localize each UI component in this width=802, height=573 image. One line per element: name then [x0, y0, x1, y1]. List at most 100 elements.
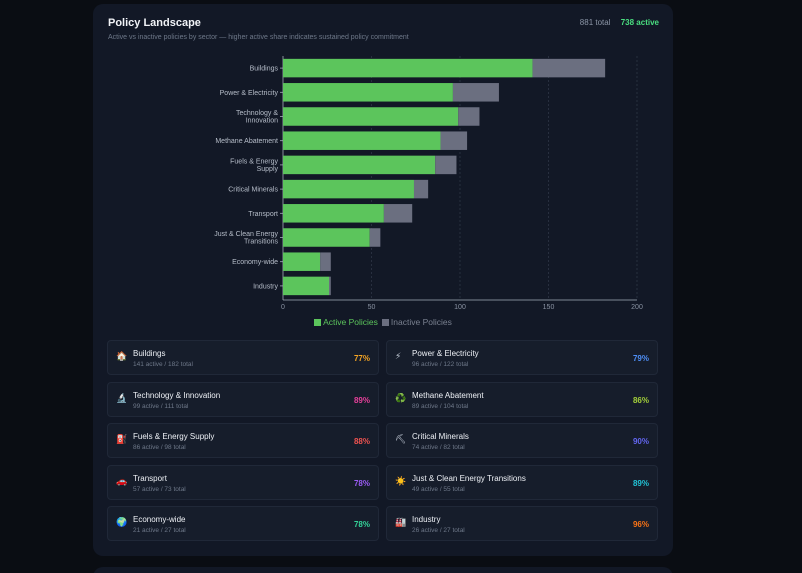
- sector-stats: 49 active / 55 total: [412, 485, 465, 493]
- active-share-percent: 88%: [353, 437, 370, 446]
- sector-stats: 89 active / 104 total: [412, 402, 469, 410]
- sector-tile[interactable]: ⛽ Fuels & Energy Supply 86 active / 98 tot…: [107, 423, 379, 458]
- category-label: Critical Minerals: [228, 187, 278, 194]
- active-share-percent: 77%: [353, 354, 370, 363]
- active-share-percent: 79%: [632, 354, 649, 363]
- sector-stats: 26 active / 27 total: [412, 527, 465, 534]
- policy-landscape-card: Policy Landscape Active vs inactive poli…: [93, 4, 673, 556]
- total-count: 881 total: [579, 18, 611, 27]
- sector-name: Buildings: [133, 349, 166, 358]
- totals: 881 total 738 active: [580, 18, 659, 27]
- x-tick-label: 200: [631, 304, 643, 311]
- bar-active: [283, 131, 441, 150]
- card-subtitle: Active vs inactive policies by sector — …: [108, 34, 409, 41]
- pickaxe-icon: ⛏: [395, 434, 407, 444]
- bar-inactive: [458, 107, 480, 126]
- house-icon: 🏠: [116, 351, 128, 361]
- bar-active: [283, 107, 459, 126]
- sector-tile[interactable]: 🌍 Economy-wide 21 active / 27 total 78%: [107, 506, 379, 541]
- x-tick-label: 50: [368, 304, 376, 311]
- sector-tile[interactable]: 🔬 Technology & Innovation 99 active / 111 …: [107, 381, 379, 417]
- sector-name: Fuels & Energy Supply: [133, 432, 215, 441]
- bar-active: [283, 228, 370, 247]
- category-label: Power & Electricity: [220, 90, 279, 97]
- sector-stats: 21 active / 27 total: [133, 527, 186, 534]
- active-share-percent: 78%: [353, 520, 370, 529]
- bar-inactive: [452, 83, 499, 102]
- category-label: Fuels & Energy Supply: [230, 158, 278, 173]
- sector-name: Economy-wide: [133, 515, 186, 524]
- sector-name: Just & Clean Energy Transitions: [412, 473, 526, 483]
- sector-tile[interactable]: ⛏ Critical Minerals 74 active / 82 total 90…: [386, 423, 658, 458]
- recycle-icon: ♻️: [395, 392, 407, 403]
- chart-legend: Active Policies Inactive Policies: [93, 317, 673, 328]
- sector-tile[interactable]: ⚡ Power & Electricity 96 active / 122 tota…: [386, 340, 658, 375]
- sector-stats: 99 active / 111 total: [133, 402, 189, 410]
- active-share-percent: 89%: [353, 395, 370, 405]
- bar-inactive: [329, 276, 331, 296]
- bar-active: [283, 204, 384, 223]
- sector-name: Transport: [133, 473, 167, 483]
- bar-inactive: [435, 155, 457, 175]
- car-icon: 🚗: [116, 475, 128, 486]
- bar-active: [283, 252, 321, 271]
- legend-swatch: [381, 318, 389, 326]
- bar-active: [283, 155, 436, 175]
- bar-inactive: [532, 58, 606, 78]
- x-tick-label: 100: [454, 304, 466, 311]
- bar-inactive: [369, 228, 381, 247]
- bar-chart: 0 50 100 150 200 Buildings Power & Electricity…: [214, 56, 643, 311]
- category-label: Industry: [253, 283, 278, 290]
- legend-item[interactable]: Inactive Policies: [381, 317, 452, 327]
- sector-name: Methane Abatement: [412, 390, 484, 400]
- sector-stats: 141 active / 182 total: [133, 361, 193, 368]
- bar-inactive: [413, 179, 429, 199]
- category-label: Buildings: [250, 66, 279, 73]
- sector-name: Technology & Innovation: [133, 390, 221, 400]
- bar-inactive: [320, 252, 331, 271]
- card-title: Policy Landscape: [108, 17, 201, 29]
- category-label: Transport: [248, 211, 278, 218]
- bar-inactive: [440, 131, 468, 150]
- legend-label: Inactive Policies: [390, 317, 452, 327]
- sector-tile[interactable]: ♻️ Methane Abatement 89 active / 104 total…: [386, 381, 658, 417]
- category-label: Methane Abatement: [215, 138, 278, 145]
- x-tick-label: 0: [281, 304, 285, 311]
- sector-tile[interactable]: ☀️ Just & Clean Energy Transitions 49 acti…: [386, 464, 658, 500]
- sector-name: Industry: [412, 515, 441, 524]
- sector-stats: 74 active / 82 total: [412, 444, 465, 451]
- category-label: Technology & Innovation: [236, 110, 278, 125]
- bar-active: [283, 179, 414, 199]
- sector-name: Power & Electricity: [412, 349, 479, 358]
- bar-active: [283, 58, 533, 78]
- sector-tile[interactable]: 🚗 Transport 57 active / 73 total 78%: [107, 464, 379, 500]
- active-share-percent: 89%: [632, 478, 649, 488]
- factory-icon: 🏭: [395, 517, 407, 527]
- active-share-percent: 78%: [353, 478, 370, 488]
- sector-stats: 96 active / 122 total: [412, 361, 469, 368]
- sector-stats: 57 active / 73 total: [133, 485, 186, 493]
- active-share-percent: 86%: [632, 395, 649, 405]
- legend-item[interactable]: Active Policies: [314, 317, 378, 327]
- globe-icon: 🌍: [116, 517, 128, 527]
- bar-active: [283, 276, 330, 296]
- sun-icon: ☀️: [395, 475, 407, 486]
- category-label: Economy-wide: [232, 259, 278, 266]
- next-card: [93, 567, 673, 573]
- x-tick-label: 150: [543, 304, 555, 311]
- lightning-icon: ⚡: [395, 351, 402, 361]
- category-label: Just & Clean Energy Transitions: [214, 231, 278, 246]
- legend-swatch: [314, 318, 322, 326]
- sector-name: Critical Minerals: [412, 432, 469, 441]
- bar-active: [283, 83, 453, 102]
- bar-inactive: [383, 204, 413, 223]
- sector-stats: 86 active / 98 total: [133, 444, 186, 451]
- sector-tile[interactable]: 🏠 Buildings 141 active / 182 total 77%: [107, 340, 379, 375]
- microscope-icon: 🔬: [116, 392, 128, 403]
- fuel-pump-icon: ⛽: [116, 434, 128, 444]
- active-share-percent: 90%: [632, 437, 649, 446]
- active-count: 738 active: [620, 18, 659, 27]
- sector-tile[interactable]: 🏭 Industry 26 active / 27 total 96%: [386, 506, 658, 541]
- active-share-percent: 96%: [632, 520, 649, 529]
- legend-label: Active Policies: [323, 317, 378, 327]
